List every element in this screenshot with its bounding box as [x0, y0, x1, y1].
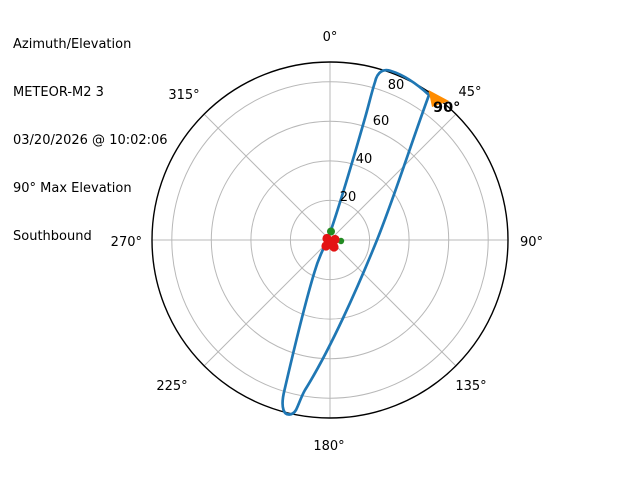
pass-datetime: 03/20/2026 @ 10:02:06 — [13, 133, 168, 148]
elevation-tick-20: 20 — [340, 190, 357, 205]
elevation-tick-60: 60 — [373, 114, 390, 129]
pass-markers — [321, 227, 345, 252]
elevation-tick-80: 80 — [388, 78, 405, 93]
azimuth-tick-225: 225° — [156, 379, 187, 394]
elevation-tick-labels: 20 40 60 80 — [340, 78, 405, 205]
pass-track-path — [281, 68, 431, 416]
azimuth-tick-180: 180° — [313, 439, 344, 454]
elevation-tick-40: 40 — [356, 152, 373, 167]
plot-title: Azimuth/Elevation — [13, 37, 132, 52]
azimuth-tick-135: 135° — [455, 379, 486, 394]
azimuth-tick-90: 90° — [520, 235, 543, 250]
azimuth-tick-315: 315° — [168, 88, 199, 103]
azimuth-tick-0: 0° — [323, 30, 338, 45]
title-block: Azimuth/Elevation METEOR-M2 3 03/20/2026… — [13, 5, 168, 277]
satellite-name: METEOR-M2 3 — [13, 85, 104, 100]
azimuth-tick-labels: 0° 45° 90° 135° 180° 225° 270° 315° — [111, 30, 543, 454]
pass-start-marker — [327, 227, 335, 236]
direction-arrow-icon — [428, 90, 449, 107]
horizon-outline-circle — [151, 61, 509, 419]
azimuth-tick-270: 270° — [111, 235, 142, 250]
pass-direction: Southbound — [13, 229, 92, 244]
max-elevation-text: 90° Max Elevation — [13, 181, 132, 196]
max-elevation-annotation: 90° — [433, 100, 460, 116]
azimuth-tick-45: 45° — [458, 85, 481, 100]
pass-end-marker — [321, 233, 340, 252]
